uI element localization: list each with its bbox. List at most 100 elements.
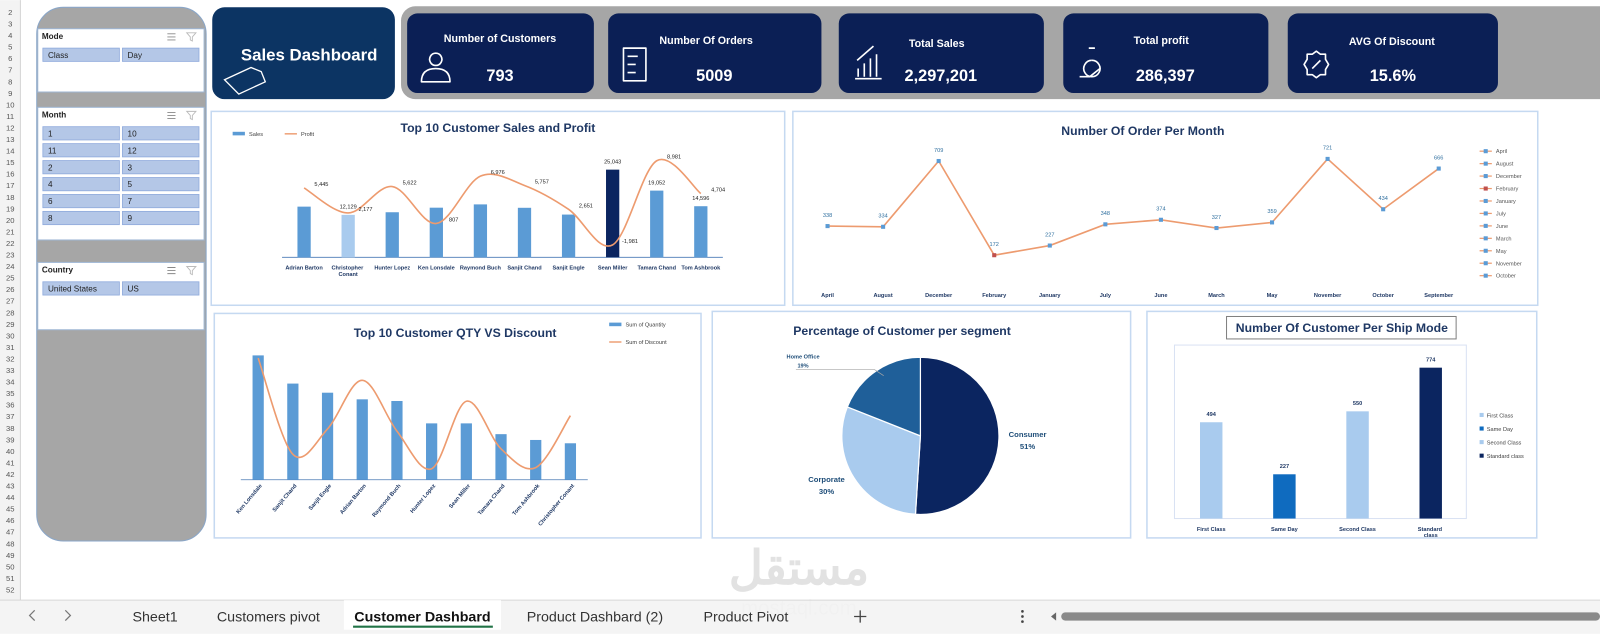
legend-label: April — [1496, 149, 1507, 155]
marker — [1047, 243, 1052, 248]
scroll-right[interactable] — [64, 609, 72, 622]
bar — [561, 214, 576, 258]
slicer-item[interactable] — [122, 160, 200, 175]
slicer-item[interactable] — [42, 177, 120, 192]
slicer-item-label[interactable]: 8 — [48, 214, 53, 223]
slicer-item[interactable] — [42, 47, 120, 62]
row-number: 38 — [6, 424, 15, 433]
slicer-item[interactable] — [122, 210, 200, 226]
slicer-item-label[interactable]: 2 — [48, 163, 53, 172]
add-sheet[interactable] — [854, 610, 867, 623]
bar — [530, 439, 542, 480]
chart-title: Percentage of Customer per segment — [793, 324, 1011, 338]
sheet-tab[interactable]: Customer Dashbard — [354, 610, 490, 626]
row-header-column — [0, 0, 21, 601]
scrollbar-arrow[interactable] — [1051, 612, 1057, 621]
slicer-item-label[interactable]: United States — [48, 284, 97, 293]
bar — [1346, 411, 1369, 519]
legend-label: First Class — [1487, 413, 1514, 419]
kpi-card — [1063, 13, 1269, 94]
slicer-item-label[interactable]: US — [128, 284, 140, 293]
legend-label: January — [1496, 199, 1516, 205]
sheet-tab[interactable]: Customers pivot — [217, 610, 320, 626]
data-label: 5,757 — [535, 179, 549, 185]
data-label: 709 — [934, 148, 943, 154]
marker — [936, 158, 941, 164]
more-tabs-dot[interactable] — [1021, 620, 1024, 623]
kpi-icon — [1079, 47, 1101, 78]
legend-swatch — [1479, 440, 1484, 445]
x-tick-label: December — [925, 293, 953, 299]
data-label: 807 — [449, 217, 458, 223]
bar — [321, 392, 334, 480]
data-label: 227 — [1280, 464, 1289, 470]
legend-label: March — [1496, 236, 1512, 242]
slicer-item-label[interactable]: 3 — [128, 163, 133, 172]
legend-label: Sum of Discount — [626, 340, 668, 346]
marker — [992, 253, 997, 258]
marker — [1103, 222, 1108, 227]
kpi-card — [407, 13, 594, 94]
data-label: 5,622 — [403, 181, 417, 187]
scrollbar-thumb[interactable] — [1061, 612, 1600, 621]
x-tick-label: January — [1039, 293, 1061, 299]
slicer-item[interactable] — [42, 160, 120, 175]
x-tick-label: Second Class — [1339, 527, 1376, 533]
slicer-item[interactable] — [122, 194, 200, 209]
slicer-item[interactable] — [42, 194, 120, 209]
slicer-item-label[interactable]: 1 — [48, 129, 53, 138]
slicer-item-label[interactable]: 7 — [128, 197, 133, 206]
chart-title: Number Of Order Per Month — [1061, 124, 1224, 138]
data-label: 774 — [1426, 358, 1436, 364]
slicer-item[interactable] — [42, 126, 120, 141]
slicer-item-label[interactable]: 10 — [128, 129, 138, 138]
row-number: 5 — [8, 43, 12, 52]
x-tick-label: July — [1100, 293, 1112, 299]
slicer-item[interactable] — [122, 126, 200, 141]
scroll-left[interactable] — [28, 609, 36, 622]
more-tabs-dot[interactable] — [1021, 615, 1024, 618]
slicer-item[interactable] — [122, 143, 200, 158]
legend-swatch — [1479, 426, 1484, 431]
title-frame — [1226, 315, 1457, 340]
dashboard-title: Sales Dashboard — [241, 45, 378, 64]
x-tick-label: Standard class — [1418, 527, 1444, 539]
row-number: 21 — [6, 227, 15, 236]
slicer-item[interactable] — [122, 177, 200, 192]
slicer-item-label[interactable]: 11 — [48, 146, 57, 155]
slicer-item-label[interactable]: 4 — [48, 180, 53, 189]
slicer-item-label[interactable]: 12 — [128, 146, 138, 155]
row-number: 47 — [6, 528, 15, 537]
row-number: 19 — [6, 204, 15, 213]
slicer-item[interactable] — [42, 210, 120, 226]
slicer-item-label[interactable]: Class — [48, 51, 68, 60]
bar — [391, 400, 403, 480]
x-tick-label: August — [873, 293, 892, 299]
row-number: 9 — [8, 89, 12, 98]
slicer — [37, 261, 205, 331]
slicer-item-label[interactable]: Day — [128, 51, 143, 60]
bar — [650, 190, 664, 258]
active-tab[interactable] — [343, 600, 502, 630]
sheet-tab[interactable]: Product Dashbard (2) — [527, 610, 663, 626]
kpi-icon — [420, 52, 451, 83]
slicer-item-label[interactable]: 9 — [128, 214, 133, 223]
legend-marker — [1483, 211, 1488, 216]
slicer-item[interactable] — [42, 143, 120, 158]
kpi-label: Total Sales — [909, 38, 965, 50]
sheet-tab[interactable]: Sheet1 — [132, 610, 177, 626]
bar — [1200, 422, 1223, 519]
slicer-item-label[interactable]: 6 — [48, 197, 53, 206]
slicer-item[interactable] — [122, 281, 200, 296]
sheet-tab[interactable]: Product Pivot — [703, 610, 788, 626]
slicer-item-label[interactable]: 5 — [128, 180, 133, 189]
pie-slice — [914, 356, 1000, 516]
row-number: 24 — [6, 262, 15, 271]
row-number: 8 — [8, 77, 12, 86]
more-tabs-dot[interactable] — [1021, 610, 1024, 613]
slicer-item[interactable] — [42, 281, 120, 296]
slicer-item[interactable] — [122, 47, 200, 62]
chart-title: Number Of Customer Per Ship Mode — [1236, 321, 1448, 335]
kpi-value: 5009 — [696, 67, 732, 85]
row-number: 15 — [6, 158, 15, 167]
